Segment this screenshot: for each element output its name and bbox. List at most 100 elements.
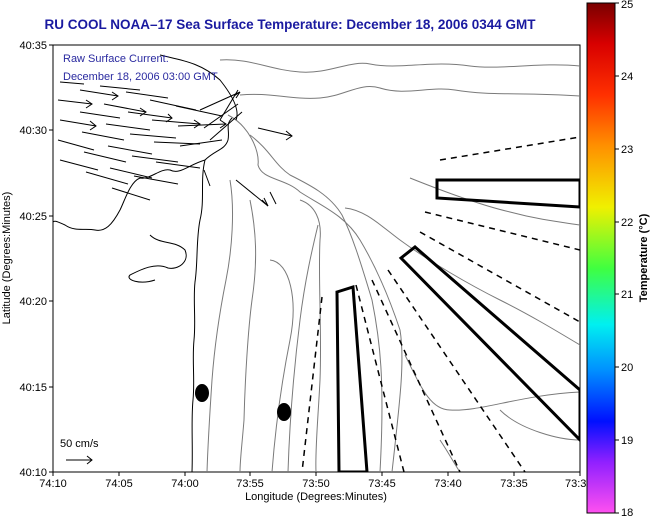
contour-line <box>269 259 294 472</box>
y-tick-label: 40:20 <box>19 296 47 308</box>
dashed-line <box>371 279 461 472</box>
colorbar-labels: 25 24 23 22 21 20 19 18 <box>621 0 633 518</box>
current-vector <box>105 123 151 131</box>
vector-head <box>139 107 147 117</box>
colorbar-tick-label: 25 <box>621 0 633 11</box>
colorbar-tick-label: 20 <box>621 362 633 374</box>
contour-line <box>249 134 383 472</box>
current-vector <box>203 103 239 129</box>
current-vector <box>103 103 147 113</box>
vector-head <box>165 113 173 123</box>
current-vector <box>99 85 141 91</box>
dashed-line <box>424 211 580 251</box>
y-tick-label: 40:35 <box>19 40 47 52</box>
y-tick-label: 40:10 <box>19 467 47 479</box>
current-vector <box>257 127 293 137</box>
current-vector <box>109 167 153 179</box>
colorbar-ticks <box>615 2 619 514</box>
x-tick-label: 73:45 <box>368 478 396 490</box>
annotation-line-2: December 18, 2006 03:00 GMT <box>63 71 218 83</box>
y-axis <box>49 44 53 473</box>
buoy-marker <box>277 403 291 421</box>
current-vector <box>127 111 173 119</box>
contour-line <box>299 199 322 472</box>
colorbar-tick-label: 19 <box>621 435 633 447</box>
x-tick-label: 74:05 <box>105 478 133 490</box>
y-tick-label: 40:15 <box>19 382 47 394</box>
current-vector <box>155 161 201 169</box>
coastline-bay-inner <box>128 234 187 283</box>
map-title: RU COOL NOAA–17 Sea Surface Temperature:… <box>44 17 536 32</box>
colorbar-tick-label: 23 <box>621 144 633 156</box>
current-vector <box>85 171 129 185</box>
current-vector <box>79 89 119 97</box>
coastline <box>53 54 238 472</box>
dashed-line <box>387 269 526 472</box>
vector-head <box>219 119 227 129</box>
annotation-line-1: Raw Surface Current: <box>63 53 169 65</box>
x-tick-label: 73:35 <box>500 478 528 490</box>
current-vector <box>199 91 241 111</box>
current-vector <box>107 145 153 155</box>
survey-lines <box>195 136 580 472</box>
shelf-box-2 <box>398 245 580 443</box>
dashed-line <box>439 136 580 161</box>
contour-line <box>439 439 461 472</box>
vector-head <box>233 91 241 99</box>
colorbar-tick-label: 22 <box>621 217 633 229</box>
vector-head <box>89 120 97 131</box>
buoy-marker <box>195 384 209 402</box>
current-vector <box>203 169 211 187</box>
x-axis <box>52 472 581 476</box>
shelf-box-3 <box>335 285 369 472</box>
x-tick-label: 73:55 <box>236 478 264 490</box>
vector-head <box>193 119 201 129</box>
shelf-box-1 <box>435 178 580 209</box>
current-vector <box>57 99 93 105</box>
current-vector <box>131 155 179 163</box>
vector-head <box>85 99 93 109</box>
current-vector <box>153 141 201 145</box>
colorbar-tick-label: 21 <box>621 289 633 301</box>
coastline-bay <box>53 159 206 231</box>
y-axis-label: Latitude (Degrees:Minutes) <box>1 192 13 325</box>
colorbar <box>586 2 616 514</box>
map-frame <box>52 44 581 473</box>
contour-line <box>227 114 403 472</box>
y-tick-label: 40:30 <box>19 125 47 137</box>
bathymetry-contours <box>206 59 580 472</box>
x-tick-label: 73:50 <box>302 478 330 490</box>
scale-label: 50 cm/s <box>60 438 99 450</box>
current-vector <box>209 111 243 141</box>
coastline-long-island <box>159 54 238 121</box>
dashed-line <box>419 231 580 323</box>
current-vector <box>125 91 169 99</box>
x-tick-label: 74:00 <box>171 478 199 490</box>
current-vector <box>235 179 269 207</box>
dashed-line <box>301 296 323 472</box>
current-vector <box>57 139 95 151</box>
current-vector <box>83 151 127 163</box>
x-tick-label: 73:40 <box>434 478 462 490</box>
vector-head <box>111 91 119 101</box>
contour-line <box>344 207 580 346</box>
vector-head <box>261 197 269 207</box>
current-vector <box>81 131 125 141</box>
contour-line <box>239 199 257 472</box>
current-vector <box>79 111 121 119</box>
x-tick-label: 73:3 <box>565 478 586 490</box>
contour-line <box>239 86 580 99</box>
contour-line <box>287 224 319 472</box>
colorbar-tick-label: 18 <box>621 507 633 518</box>
current-vector <box>269 191 277 205</box>
x-axis-label: Longitude (Degrees:Minutes) <box>245 491 387 503</box>
colorbar-label: Temperature (°C) <box>638 213 650 302</box>
current-vector <box>133 175 179 185</box>
current-vector <box>175 105 223 117</box>
colorbar-tick-label: 24 <box>621 71 633 83</box>
contour-line <box>219 59 580 73</box>
x-tick-labels: 74:10 74:05 74:00 73:55 73:50 73:45 73:4… <box>39 478 586 490</box>
current-vector <box>129 133 177 139</box>
current-vector <box>177 123 227 127</box>
